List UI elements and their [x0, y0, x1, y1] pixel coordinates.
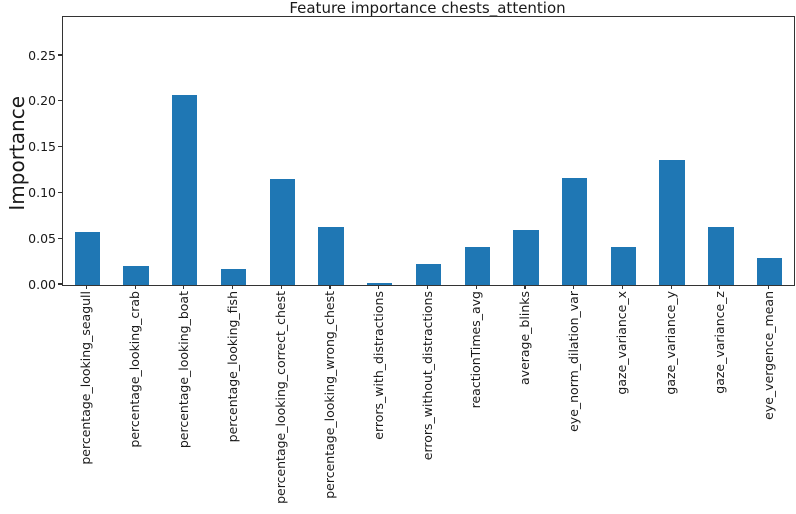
y-tick-label: 0.05 [28, 230, 56, 246]
x-tick-mark [183, 285, 185, 289]
x-tick-label-percentage_looking_seagull: percentage_looking_seagull [78, 291, 94, 465]
x-tick-mark [768, 285, 770, 289]
x-tick-label-eye_norm_dilation_var: eye_norm_dilation_var [565, 291, 581, 432]
x-tick-label-percentage_looking_boat: percentage_looking_boat [175, 291, 191, 449]
x-tick-mark [231, 285, 234, 289]
bar-eye_vergence_mean [756, 257, 783, 285]
x-tick-mark [134, 285, 136, 289]
x-tick-label-gaze_variance_z: gaze_variance_z [711, 291, 727, 394]
x-tick-label-gaze_variance_x: gaze_variance_x [614, 291, 630, 395]
bar-percentage_looking_crab [123, 265, 149, 285]
x-tick-label-percentage_looking_crab: percentage_looking_crab [127, 291, 143, 448]
x-tick-mark [329, 285, 331, 289]
bar-eye_norm_dilation_var [562, 177, 588, 285]
bar-percentage_looking_correct_chest [269, 178, 295, 285]
bar-gaze_variance_z [708, 227, 734, 285]
x-tick-label-percentage_looking_correct_chest: percentage_looking_correct_chest [273, 291, 289, 504]
y-tick-label: 0.00 [28, 276, 56, 292]
chart-title: Feature importance chests_attention [289, 0, 566, 17]
y-tick-label: 0.10 [28, 184, 56, 200]
plot-area [62, 16, 795, 286]
bar-errors_with_distractions [367, 283, 393, 285]
x-tick-label-eye_vergence_mean: eye_vergence_mean [760, 291, 776, 420]
x-tick-label-percentage_looking_wrong_chest: percentage_looking_wrong_chest [322, 291, 338, 499]
x-tick-mark [85, 285, 87, 289]
bar-percentage_looking_wrong_chest [318, 227, 344, 285]
x-tick-mark [621, 285, 624, 289]
bar-gaze_variance_x [610, 247, 637, 285]
x-tick-label-reactionTimes_avg: reactionTimes_avg [468, 291, 484, 409]
x-tick-mark [475, 285, 477, 289]
x-tick-mark [573, 285, 575, 289]
y-tick-label: 0.15 [28, 139, 56, 155]
x-tick-mark [670, 285, 672, 289]
x-tick-label-gaze_variance_y: gaze_variance_y [663, 291, 679, 395]
x-tick-label-errors_with_distractions: errors_with_distractions [370, 291, 386, 440]
x-tick-mark [426, 285, 429, 289]
bar-percentage_looking_boat [172, 95, 198, 285]
y-tick-mark [58, 191, 62, 193]
bar-gaze_variance_y [659, 160, 685, 285]
x-tick-label-average_blinks: average_blinks [516, 291, 532, 385]
y-tick-label: 0.20 [28, 93, 56, 109]
x-tick-mark [719, 285, 721, 289]
bar-average_blinks [513, 230, 539, 285]
bar-percentage_looking_seagull [74, 231, 101, 285]
bar-percentage_looking_fish [220, 269, 247, 285]
x-tick-label-percentage_looking_fish: percentage_looking_fish [224, 291, 240, 443]
x-tick-mark [280, 285, 282, 289]
bar-errors_without_distractions [415, 263, 442, 285]
y-tick-mark [58, 54, 62, 56]
y-tick-mark [58, 283, 62, 285]
y-tick-mark [58, 100, 62, 102]
y-tick-label: 0.25 [28, 47, 56, 63]
bar-reactionTimes_avg [464, 246, 490, 285]
x-tick-mark [378, 285, 380, 289]
x-tick-label-errors_without_distractions: errors_without_distractions [419, 291, 435, 461]
x-tick-mark [524, 285, 526, 289]
y-tick-mark [58, 146, 62, 148]
y-tick-mark [58, 237, 62, 239]
